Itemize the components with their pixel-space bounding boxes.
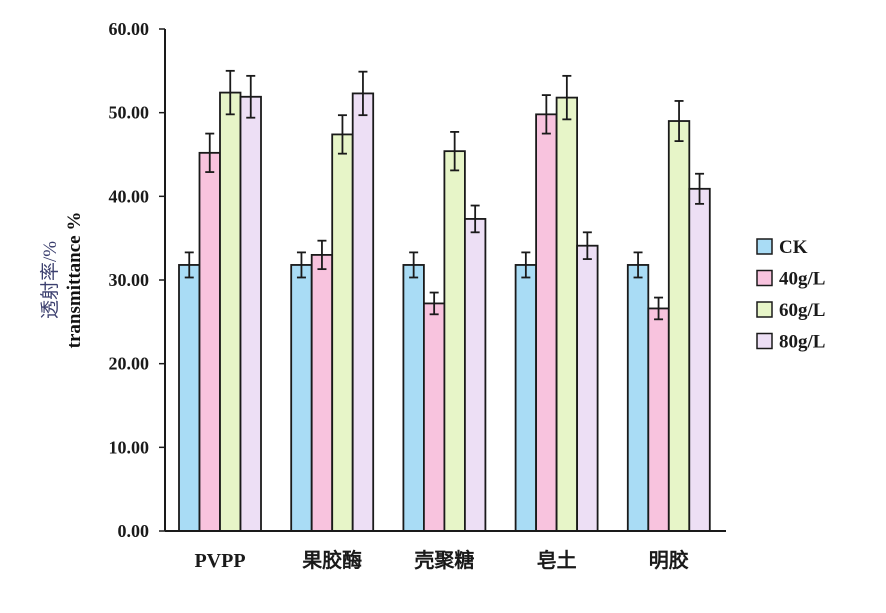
y-tick-label: 20.00 bbox=[109, 354, 150, 374]
bar-40gl-3 bbox=[535, 113, 558, 532]
legend-item: CK bbox=[756, 237, 808, 258]
bar-60gl-2 bbox=[443, 150, 466, 532]
error-bar bbox=[225, 69, 235, 116]
error-bar bbox=[654, 296, 664, 321]
bar-ck-1 bbox=[290, 264, 313, 532]
x-tick-label: 明胶 bbox=[649, 548, 689, 572]
x-tick-label: 果胶酶 bbox=[302, 548, 362, 572]
bar-60gl-1 bbox=[331, 133, 354, 532]
bar-80gl-3 bbox=[576, 244, 599, 532]
y-tick-label: 60.00 bbox=[109, 19, 150, 39]
x-ticks-layer: PVPP 果胶酶 壳聚糖 皂土 明胶 bbox=[194, 548, 688, 572]
bar-40gl-1 bbox=[310, 253, 334, 532]
error-bar bbox=[695, 172, 705, 205]
y-axis-title-english: transmittance % bbox=[64, 212, 85, 349]
error-bar bbox=[358, 70, 368, 117]
y-tick-label: 10.00 bbox=[109, 437, 150, 457]
error-bar bbox=[409, 251, 419, 279]
error-bar bbox=[562, 74, 572, 121]
legend-item: 40g/L bbox=[756, 269, 825, 290]
error-bar bbox=[450, 131, 460, 172]
legend-label: CK bbox=[779, 237, 808, 258]
error-bar bbox=[470, 204, 480, 234]
bar-80gl-0 bbox=[239, 95, 262, 532]
bar-60gl-4 bbox=[667, 120, 691, 532]
y-tick-label: 50.00 bbox=[109, 103, 150, 123]
error-bar bbox=[521, 251, 531, 279]
error-bar bbox=[541, 94, 551, 135]
bar-ck-4 bbox=[626, 264, 650, 532]
bar-ck-0 bbox=[178, 264, 201, 532]
legend: CK 40g/L 60g/L 80g/L bbox=[756, 237, 825, 353]
legend-swatch bbox=[756, 332, 773, 350]
legend-label: 80g/L bbox=[779, 332, 825, 353]
x-tick-label: PVPP bbox=[194, 550, 245, 572]
legend-label: 60g/L bbox=[779, 300, 825, 321]
error-bar bbox=[429, 291, 439, 316]
bar-60gl-3 bbox=[555, 96, 578, 532]
legend-swatch bbox=[756, 238, 773, 255]
error-bar bbox=[184, 251, 194, 279]
x-tick-label: 壳聚糖 bbox=[413, 548, 474, 572]
error-bar bbox=[296, 251, 306, 279]
bar-ck-2 bbox=[402, 264, 425, 532]
legend-item: 80g/L bbox=[756, 332, 825, 353]
error-bar bbox=[337, 114, 347, 155]
y-axis-title-chinese: 透射率/% bbox=[39, 241, 61, 319]
x-tick-label: 皂土 bbox=[537, 548, 577, 572]
error-bar bbox=[674, 100, 684, 143]
bar-40gl-4 bbox=[647, 307, 670, 532]
error-bar bbox=[246, 74, 256, 119]
bar-40gl-2 bbox=[422, 302, 446, 532]
bar-60gl-0 bbox=[219, 91, 242, 532]
y-ticks-layer: 0.00 10.00 20.00 30.00 40.00 50.00 60.00 bbox=[109, 19, 165, 541]
legend-label: 40g/L bbox=[779, 269, 825, 290]
error-bar bbox=[582, 231, 592, 260]
bar-80gl-2 bbox=[463, 218, 487, 532]
error-bar bbox=[205, 132, 215, 173]
error-bar bbox=[317, 239, 327, 271]
bars-layer bbox=[178, 91, 711, 532]
legend-swatch bbox=[756, 269, 773, 287]
error-bars-layer bbox=[184, 69, 705, 321]
legend-swatch bbox=[756, 301, 773, 318]
bar-ck-3 bbox=[514, 264, 537, 532]
bar-80gl-1 bbox=[351, 92, 375, 532]
y-tick-label: 30.00 bbox=[109, 270, 150, 290]
error-bar bbox=[633, 251, 643, 279]
y-axis-title: 透射率/% transmittance % bbox=[39, 212, 85, 349]
y-tick-label: 40.00 bbox=[109, 186, 150, 206]
legend-item: 60g/L bbox=[756, 300, 825, 321]
bar-40gl-0 bbox=[198, 151, 221, 532]
y-tick-label: 0.00 bbox=[118, 521, 150, 541]
bar-80gl-4 bbox=[688, 187, 711, 532]
